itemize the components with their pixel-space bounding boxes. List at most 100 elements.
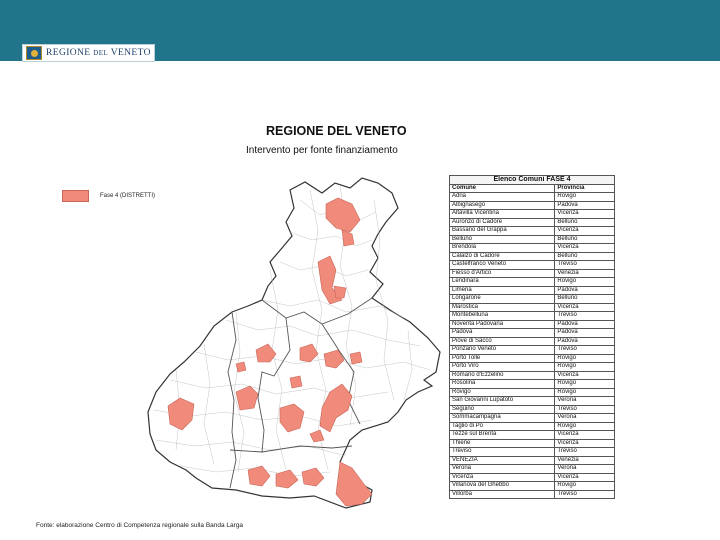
area-lendinara <box>275 469 299 489</box>
provincia-cell: Treviso <box>554 447 615 457</box>
comune-cell: Montebelluna <box>448 311 556 321</box>
comune-cell: Sommacampagna <box>448 413 556 423</box>
table-row: Albignasego Padova <box>448 200 615 210</box>
comune-cell: Taglio di Po <box>448 421 556 431</box>
provincia-cell: Treviso <box>554 260 615 270</box>
provincia-cell: Rovigo <box>554 481 615 491</box>
comune-cell: Fiesso d'Artico <box>448 268 556 278</box>
table-row: Taglio di Po Rovigo <box>448 421 615 431</box>
column-header-provincia: Provincia <box>554 183 615 193</box>
table-row: Rovigo Rovigo <box>448 387 615 397</box>
provincia-cell: Vicenza <box>554 430 615 440</box>
comune-cell: Tezze sul Brenta <box>448 430 556 440</box>
provincia-cell: Rovigo <box>554 421 615 431</box>
comune-cell: Romano d'Ezzelino <box>448 370 556 380</box>
area-treviso <box>349 351 363 365</box>
provincia-cell: Vicenza <box>554 209 615 219</box>
comune-cell: Vicenza <box>448 472 556 482</box>
legend-swatch <box>62 190 89 202</box>
table-row: Rosolina Rovigo <box>448 379 615 389</box>
comune-cell: Padova <box>448 328 556 338</box>
provincia-cell: Rovigo <box>554 277 615 287</box>
table-row: Bassano del Grappa Vicenza <box>448 226 615 236</box>
table-row: Limena Padova <box>448 285 615 295</box>
comune-cell: Noventa Padovana <box>448 319 556 329</box>
comune-cell: Longarone <box>448 294 556 304</box>
provincia-cell: Treviso <box>554 345 615 355</box>
provincia-cell: Rovigo <box>554 379 615 389</box>
column-header-comune: Comune <box>448 183 556 193</box>
comune-cell: Ponzano Veneto <box>448 345 556 355</box>
table-row: Longarone Belluno <box>448 294 615 304</box>
table-body: Adria Rovigo Albignasego Padova Altavilla Vi… <box>448 192 615 499</box>
area-bassano <box>299 343 319 363</box>
provincia-cell: Treviso <box>554 311 615 321</box>
table-row: Altavilla Vicentina Vicenza <box>448 209 615 219</box>
area-castelfranco <box>289 375 303 389</box>
table-row: Romano d'Ezzelino Vicenza <box>448 370 615 380</box>
provincia-cell: Vicenza <box>554 472 615 482</box>
table-caption: Elenco Comuni FASE 4 <box>449 175 615 185</box>
comune-cell: Villorba <box>448 489 556 499</box>
table-row: Lendinara Rovigo <box>448 277 615 287</box>
table-row: Adria Rovigo <box>448 192 615 202</box>
provincia-cell: Treviso <box>554 489 615 499</box>
provincia-cell: Vicenza <box>554 438 615 448</box>
area-porto-tolle <box>335 461 373 507</box>
area-padova <box>279 403 305 433</box>
table-row: San Giovanni Lupatoto Verona <box>448 396 615 406</box>
provincia-cell: Rovigo <box>554 362 615 372</box>
table-row: Villorba Treviso <box>448 489 615 499</box>
area-thiene <box>235 361 247 373</box>
provincia-cell: Padova <box>554 319 615 329</box>
table-row: Porto Tolle Rovigo <box>448 353 615 363</box>
provincia-cell: Venezia <box>554 455 615 465</box>
table-row: Vicenza Vicenza <box>448 472 615 482</box>
comune-cell: Adria <box>448 192 556 202</box>
comune-cell: Porto Tolle <box>448 353 556 363</box>
provincia-cell: Verona <box>554 396 615 406</box>
provincia-cell: Rovigo <box>554 353 615 363</box>
municipal-boundaries <box>153 185 431 477</box>
area-auronzo <box>325 197 361 233</box>
comune-cell: Rovigo <box>448 387 556 397</box>
table-row: VENEZIA Venezia <box>448 455 615 465</box>
comune-cell: San Giovanni Lupatoto <box>448 396 556 406</box>
provincia-cell: Rovigo <box>554 387 615 397</box>
area-montebelluna <box>323 349 345 369</box>
provincia-cell: Vicenza <box>554 243 615 253</box>
map-title: REGIONE DEL VENETO <box>266 124 407 138</box>
comune-cell: Castelfranco Veneto <box>448 260 556 270</box>
table-row: Piove di Sacco Padova <box>448 336 615 346</box>
table-row: Montebelluna Treviso <box>448 311 615 321</box>
table-row: Auronzo di Cadore Belluno <box>448 217 615 227</box>
provincia-cell: Vicenza <box>554 370 615 380</box>
area-adria <box>301 467 325 487</box>
table-row: Padova Padova <box>448 328 615 338</box>
table-row: Marostica Vicenza <box>448 302 615 312</box>
area-rovigo <box>247 465 271 487</box>
area-marostica <box>255 343 277 363</box>
table-row: Sommacampagna Verona <box>448 413 615 423</box>
comune-cell: Albignasego <box>448 200 556 210</box>
comune-cell: Belluno <box>448 234 556 244</box>
provincia-cell: Vicenza <box>554 302 615 312</box>
comune-cell: Seguino <box>448 404 556 414</box>
table-row: Fiesso d'Artico Venezia <box>448 268 615 278</box>
table-row: Villanova del Ghebbo Rovigo <box>448 481 615 491</box>
regione-veneto-logo[interactable]: REGIONE DEL VENETO <box>22 44 155 62</box>
table-row: Ponzano Veneto Treviso <box>448 345 615 355</box>
comune-cell: VENEZIA <box>448 455 556 465</box>
provincia-cell: Padova <box>554 285 615 295</box>
area-vicenza <box>235 385 259 411</box>
comune-cell: Thiene <box>448 438 556 448</box>
provincia-cell: Vicenza <box>554 226 615 236</box>
provincia-cell: Rovigo <box>554 192 615 202</box>
comune-cell: Villanova del Ghebbo <box>448 481 556 491</box>
provincia-cell: Venezia <box>554 268 615 278</box>
source-note: Fonte: elaborazione Centro di Competenza… <box>36 522 244 529</box>
region-outline <box>147 177 441 509</box>
comune-cell: Rosolina <box>448 379 556 389</box>
comuni-table: Elenco Comuni FASE 4 Comune Provincia Ad… <box>448 175 615 499</box>
provincia-cell: Belluno <box>554 217 615 227</box>
